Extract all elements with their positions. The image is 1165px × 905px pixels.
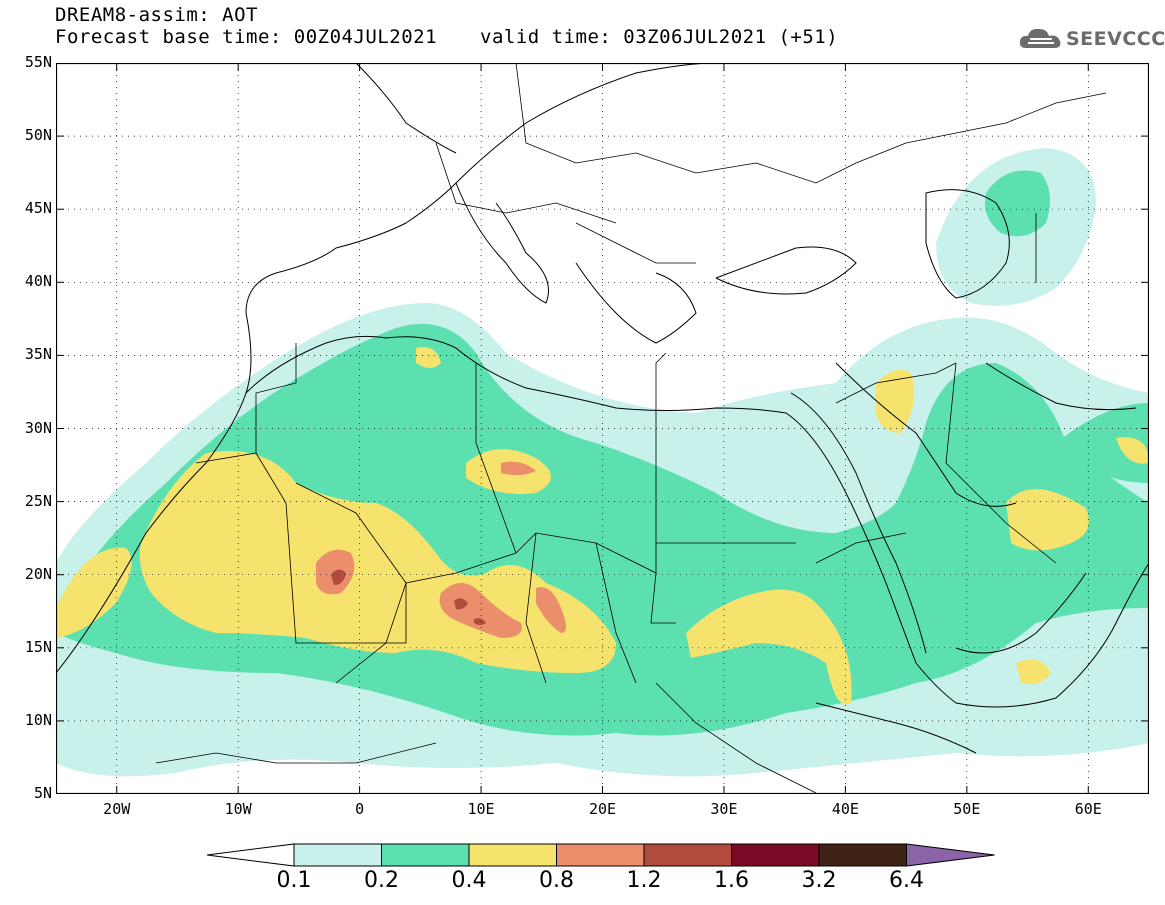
lat-label: 20N [24, 564, 52, 583]
forecast-base-time: Forecast base time: 00Z04JUL2021 [55, 26, 438, 48]
colorbar-label: 6.4 [889, 868, 924, 893]
logo-text: SEEVCCC [1066, 28, 1165, 50]
lon-label: 30E [710, 800, 738, 818]
colorbar-box [468, 843, 557, 867]
coastlines [56, 63, 1149, 754]
lat-label: 50N [24, 126, 52, 145]
aot-band-1.2 [331, 569, 486, 625]
lat-label: 55N [24, 53, 52, 71]
lat-label: 40N [24, 272, 52, 291]
colorbar-box [818, 843, 907, 867]
lon-label: 60E [1074, 800, 1102, 818]
lat-label: 45N [24, 199, 52, 218]
colorbar-label: 0.4 [451, 868, 487, 893]
lon-label: 10W [224, 800, 252, 818]
colorbar-max-triangle [906, 843, 995, 867]
colorbar-box [643, 843, 732, 867]
valid-time: valid time: 03Z06JUL2021 (+51) [480, 26, 839, 48]
seevccc-logo: SEEVCCC [1018, 26, 1165, 54]
colorbar-box [556, 843, 645, 867]
lat-label: 25N [24, 491, 52, 510]
lat-label: 30N [24, 418, 52, 437]
lon-label: 10E [467, 800, 495, 818]
lon-label: 50E [953, 800, 981, 818]
lat-label: 10N [24, 710, 52, 729]
map-title: DREAM8-assim: AOT [55, 4, 258, 26]
colorbar-label: 0.1 [276, 868, 312, 893]
lon-label: 20W [103, 800, 131, 818]
lat-label: 35N [24, 345, 52, 364]
lon-label: 0 [355, 800, 365, 818]
lon-label: 20E [588, 800, 617, 818]
lon-label: 40E [831, 800, 859, 818]
cloud-icon [1019, 28, 1061, 48]
colorbar [206, 843, 995, 867]
country-borders [155, 63, 1107, 794]
axis-ticks [56, 63, 1149, 794]
colorbar-label: 0.2 [364, 868, 399, 893]
colorbar-label: 3.2 [801, 868, 837, 893]
lat-label: 15N [24, 637, 52, 656]
colorbar-label: 1.6 [714, 868, 749, 893]
colorbar-box [293, 843, 382, 867]
aot-map [56, 63, 1149, 794]
colorbar-min-triangle [206, 843, 295, 867]
lat-label: 5N [33, 784, 52, 802]
colorbar-label: 0.8 [539, 868, 574, 893]
colorbar-box [731, 843, 820, 867]
colorbar-box [381, 843, 470, 867]
graticule [56, 63, 1149, 794]
colorbar-label: 1.2 [626, 868, 662, 893]
